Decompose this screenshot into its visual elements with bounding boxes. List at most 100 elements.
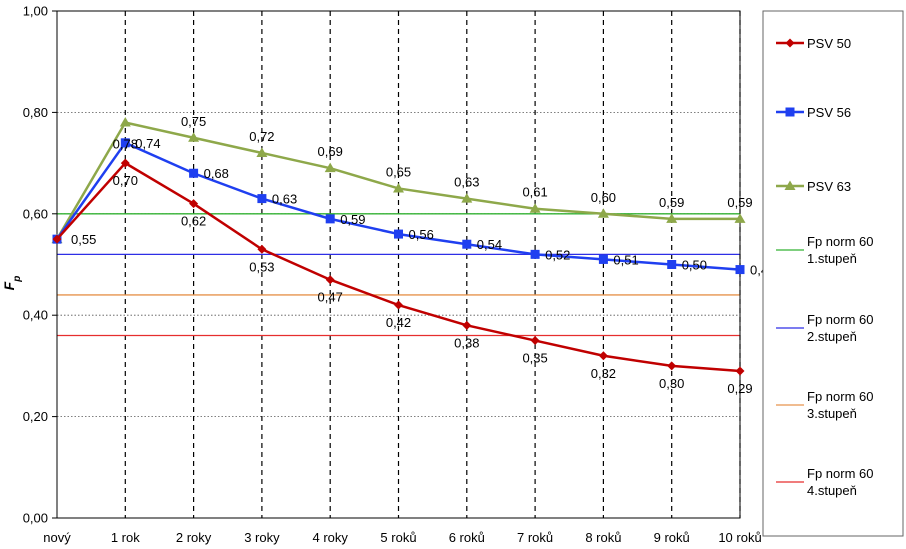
- x-tick-label-1: 1 rok: [111, 530, 140, 545]
- series-1-label-10: 0,29: [727, 381, 752, 396]
- series-3-label-6: 0,63: [454, 175, 479, 190]
- series-3-point-5: [393, 182, 404, 193]
- axes: [52, 10, 741, 519]
- y-tick-labels: 0,00 0,20 0,40 0,60 0,80 1,00: [23, 4, 48, 526]
- series-3-point-9: [666, 213, 678, 223]
- x-tick-label-5: 5 roků: [380, 530, 416, 545]
- legend-entry-reference-1: Fp norm 60 1.stupeň: [776, 234, 873, 266]
- x-tick-label-0: nový: [43, 530, 71, 545]
- series-1-label-8: 0,32: [591, 366, 616, 381]
- series-3-label-4: 0,69: [318, 144, 343, 159]
- legend-label-reference-1-line1: Fp norm 60: [807, 234, 873, 249]
- x-tick-label-3: 3 roky: [244, 530, 280, 545]
- series-2-point-2: [189, 168, 199, 178]
- series-2-point-3: [257, 194, 267, 204]
- series-2-label-8: 0,51: [613, 252, 638, 267]
- series-3-label-8: 0,60: [591, 190, 616, 205]
- series-3-label-7: 0,61: [522, 185, 547, 200]
- series-1-point-0: [52, 234, 62, 244]
- series-3-point-8: [597, 208, 609, 218]
- legend-entry-series-1: PSV 50: [776, 36, 851, 51]
- legend-label-reference-3-line1: Fp norm 60: [807, 389, 873, 404]
- series-2-point-4: [325, 214, 335, 224]
- series-3: [51, 117, 746, 244]
- y-tick-label-3: 0,60: [23, 206, 48, 221]
- legend-label-reference-2-line2: 2.stupeň: [807, 329, 857, 344]
- series-1-point-7: [530, 336, 540, 346]
- series-3-point-4: [324, 162, 336, 173]
- series-3-point-10: [734, 213, 746, 223]
- series-1-point-5: [394, 300, 403, 310]
- y-tick-label-2: 0,40: [23, 308, 48, 323]
- y-tick-label-1: 0,20: [23, 409, 48, 424]
- series-3-label-5: 0,65: [386, 164, 411, 179]
- series-2-line: [55, 141, 741, 271]
- legend-entry-reference-4: Fp norm 60 4.stupeň: [776, 466, 873, 498]
- series-2-label-6: 0,54: [477, 237, 502, 252]
- series-2-label-0: 0,55: [71, 232, 96, 247]
- series-1-label-9: 0,30: [659, 376, 684, 391]
- y-axis-label: Fp: [1, 276, 23, 291]
- series-2-label-7: 0,52: [545, 247, 570, 262]
- legend-label-reference-3-line2: 3.stupeň: [807, 406, 857, 421]
- series-1-label-7: 0,35: [522, 351, 547, 366]
- x-tick-labels: nový 1 rok 2 roky 3 roky 4 roky 5 roků 6 roků 7…: [43, 530, 761, 545]
- legend-entry-series-2: PSV 56: [776, 105, 851, 120]
- legend-label-series-1: PSV 50: [807, 36, 851, 51]
- legend-label-reference-2-line1: Fp norm 60: [807, 312, 873, 327]
- series-3-point-7: [529, 203, 541, 213]
- x-tick-label-4: 4 roky: [312, 530, 348, 545]
- legend-marker-series-3: [784, 180, 796, 190]
- series-2-point-1: [120, 138, 130, 148]
- series-2-label-3: 0,63: [272, 192, 297, 207]
- series-2-point-9: [667, 260, 677, 269]
- series-2-label-2: 0,68: [204, 166, 229, 181]
- plot-area-border: [56, 10, 741, 519]
- series-1-point-9: [667, 361, 677, 371]
- reference-lines: [57, 213, 740, 337]
- series-3-point-3: [256, 147, 268, 157]
- legend-label-reference-1-line2: 1.stupeň: [807, 251, 857, 266]
- series-3-point-1: [119, 117, 131, 127]
- series-2-label-5: 0,56: [409, 227, 434, 242]
- series-1-point-3: [257, 244, 267, 254]
- legend-marker-series-1: [785, 38, 795, 48]
- legend-label-reference-4-line1: Fp norm 60: [807, 466, 873, 481]
- series-layer: [51, 117, 746, 376]
- x-tick-label-7: 7 roků: [517, 530, 553, 545]
- series-1-label-2: 0,62: [181, 214, 206, 229]
- series-3-label-3: 0,72: [249, 129, 274, 144]
- x-tick-label-9: 9 roků: [654, 530, 690, 545]
- series-3-label-2: 0,75: [181, 114, 206, 129]
- series-2-label-9: 0,50: [682, 258, 707, 273]
- series-1-point-1: [120, 158, 130, 168]
- series-3-label-10: 0,59: [727, 195, 752, 210]
- series-3-point-6: [461, 193, 473, 203]
- series-2-point-7: [530, 249, 540, 259]
- legend-label-series-3: PSV 63: [807, 179, 851, 194]
- y-tick-label-5: 1,00: [23, 4, 48, 19]
- legend-entry-series-3: PSV 63: [776, 179, 851, 194]
- legend-box: [762, 10, 904, 537]
- series-1-label-3: 0,53: [249, 259, 274, 274]
- y-tick-label-4: 0,80: [23, 105, 48, 120]
- series-1-point-10: [735, 366, 745, 376]
- x-tick-label-10: 10 roků: [718, 530, 761, 545]
- series-1-point-6: [462, 320, 472, 330]
- category-vertical-lines: [124, 11, 741, 518]
- series-3-point-2: [188, 132, 200, 142]
- x-tick-label-8: 8 roků: [585, 530, 621, 545]
- series-1-label-1: 0,70: [113, 173, 138, 188]
- series-1-label-6: 0,38: [454, 335, 479, 350]
- y-tick-label-0: 0,00: [23, 511, 48, 526]
- series-3-label-9: 0,59: [659, 195, 684, 210]
- legend-label-series-2: PSV 56: [807, 105, 851, 120]
- series-1-label-4: 0,47: [318, 290, 343, 305]
- series-2-label-4: 0,59: [340, 212, 365, 227]
- series-1-point-4: [325, 275, 335, 285]
- legend-label-reference-4-line2: 4.stupeň: [807, 483, 857, 498]
- series-1-label-5: 0,42: [386, 315, 411, 330]
- x-tick-label-2: 2 roky: [176, 530, 212, 545]
